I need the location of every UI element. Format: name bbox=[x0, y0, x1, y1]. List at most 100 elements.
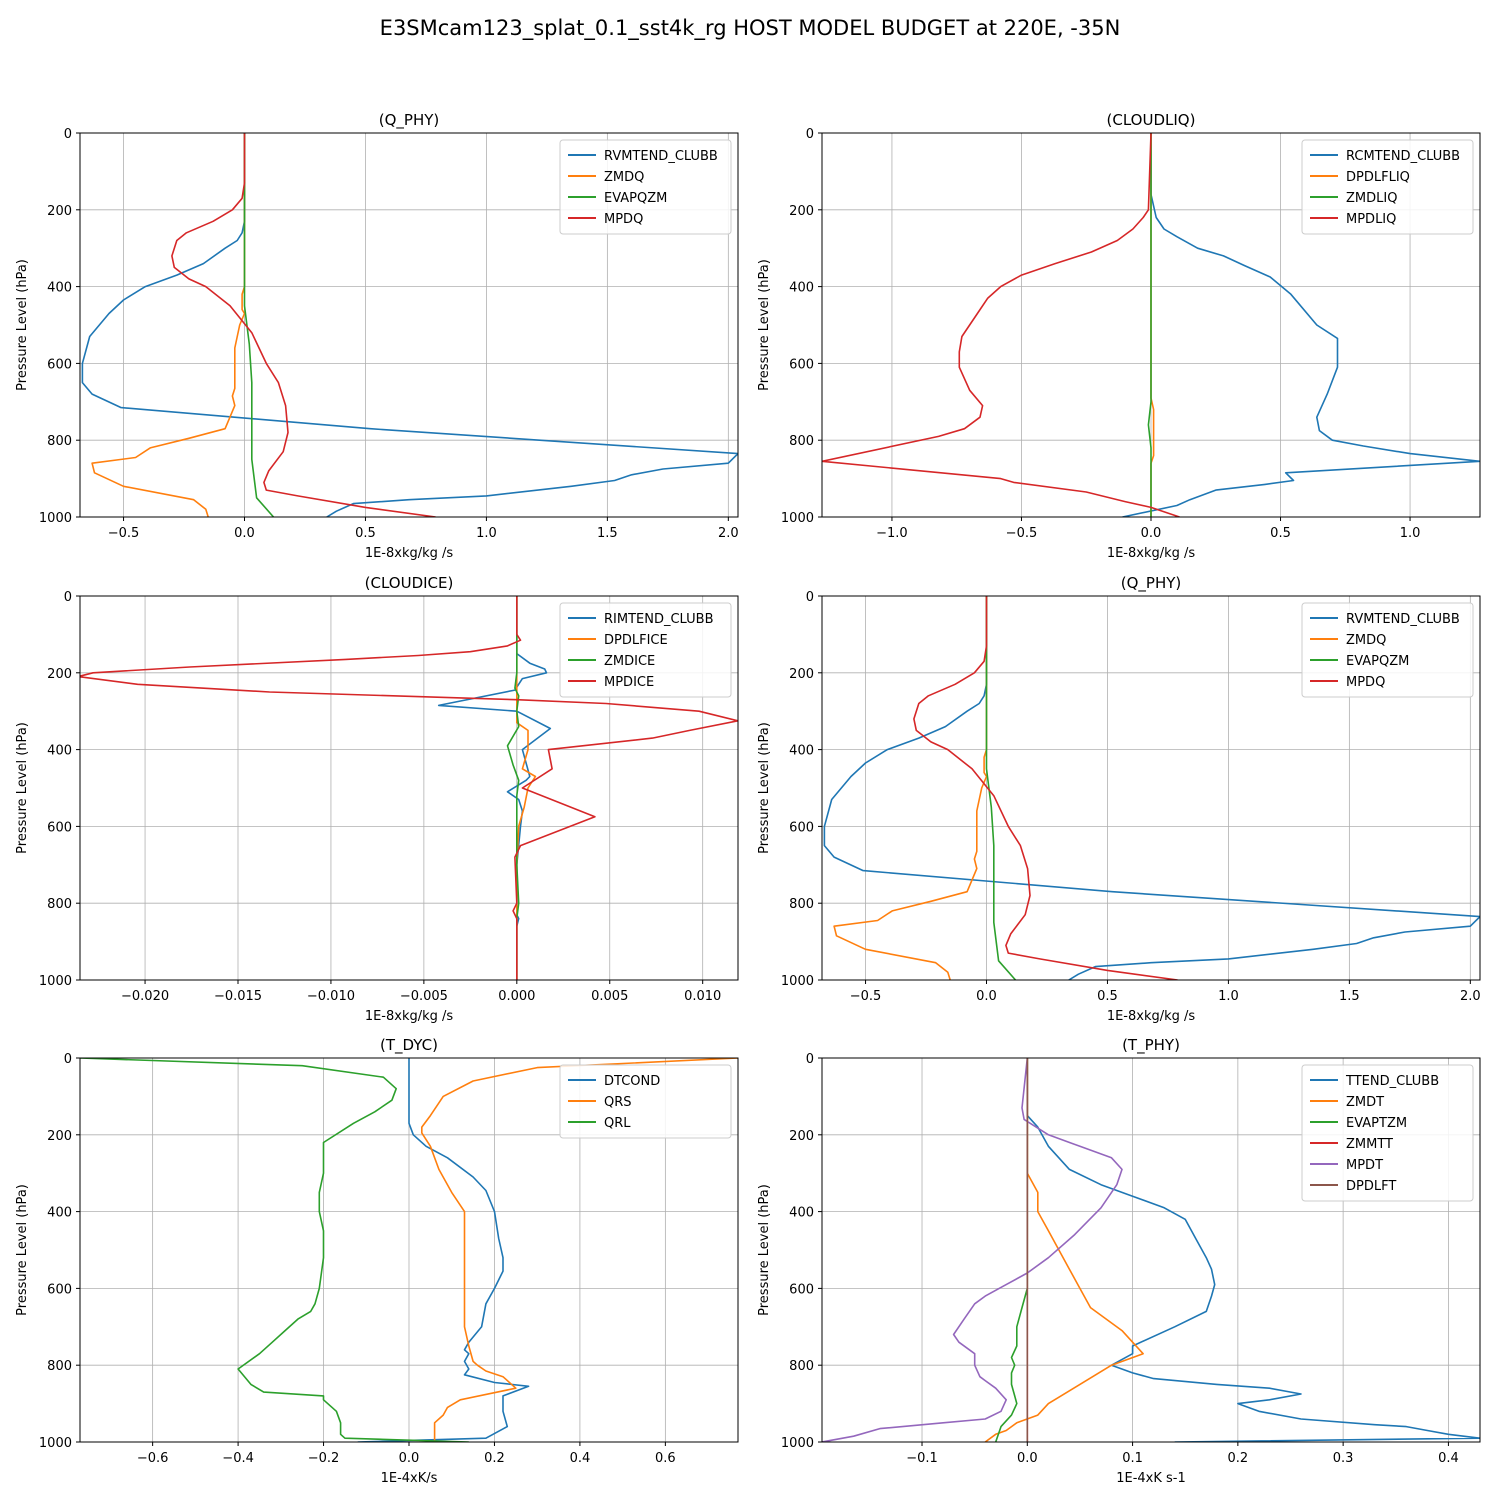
x-tick-label: 0.2 bbox=[1228, 1451, 1249, 1466]
panel-title: (Q_PHY) bbox=[1121, 574, 1182, 593]
y-tick-label: 800 bbox=[47, 434, 72, 449]
legend-box bbox=[1301, 139, 1474, 235]
x-tick-label: 1.5 bbox=[1339, 989, 1360, 1004]
legend-entry: EVAPTZM bbox=[1346, 1116, 1407, 1131]
y-tick-label: 200 bbox=[47, 1129, 72, 1144]
y-tick-label: 200 bbox=[789, 204, 814, 219]
y-tick-label: 600 bbox=[789, 820, 814, 835]
legend-entry: ZMDLIQ bbox=[1346, 191, 1397, 206]
y-tick-label: 200 bbox=[47, 667, 72, 682]
y-tick-label: 800 bbox=[789, 434, 814, 449]
x-tick-label: −0.5 bbox=[108, 526, 140, 541]
legend-entry: MPDT bbox=[1346, 1158, 1383, 1173]
legend: DTCOND QRS QRL bbox=[559, 1064, 732, 1139]
series-line-mpdice bbox=[80, 596, 738, 980]
y-axis-label: Pressure Level (hPa) bbox=[15, 722, 30, 854]
legend-entry: ZMMTT bbox=[1346, 1137, 1393, 1152]
y-tick-label: 0 bbox=[806, 127, 814, 142]
legend-entry: MPDLIQ bbox=[1346, 212, 1396, 227]
chart-panel-5: −0.6 −0.4 −0.2 0.0 0.2 0.4 0.6 0 200 400 600 800 100… bbox=[15, 1036, 739, 1486]
x-axis-label: 1E-8xkg/kg /s bbox=[1107, 546, 1196, 561]
series-line-rcmtend-clubb bbox=[1122, 133, 1480, 517]
series-line-ttend-clubb bbox=[1026, 1058, 1480, 1442]
axes-frame bbox=[79, 595, 739, 981]
legend-box bbox=[1301, 1064, 1474, 1202]
series-group bbox=[822, 1058, 1480, 1442]
x-tick-label: 1.0 bbox=[1400, 526, 1421, 541]
y-tick-label: 0 bbox=[806, 590, 814, 605]
chart-panel-6: −0.1 0.0 0.1 0.2 0.3 0.4 0 200 400 600 800 1000 (T_P… bbox=[757, 1036, 1481, 1486]
x-tick-label: −0.4 bbox=[222, 1451, 254, 1466]
x-tick-label: 0.5 bbox=[1097, 989, 1118, 1004]
y-tick-label: 800 bbox=[47, 897, 72, 912]
y-axis-label: Pressure Level (hPa) bbox=[15, 1184, 30, 1316]
y-tick-label: 0 bbox=[64, 590, 72, 605]
x-tick-label: 0.6 bbox=[655, 1451, 676, 1466]
series-line-qrs bbox=[420, 1058, 738, 1442]
series-line-dtcond bbox=[357, 1058, 530, 1442]
x-tick-label: 0.4 bbox=[570, 1451, 591, 1466]
series-group bbox=[80, 1058, 738, 1442]
y-axis-label: Pressure Level (hPa) bbox=[15, 259, 30, 391]
x-tick-label: 0.5 bbox=[1270, 526, 1291, 541]
x-tick-label: 0.0 bbox=[976, 989, 997, 1004]
legend-entry: ZMDQ bbox=[1346, 633, 1386, 648]
series-group bbox=[822, 133, 1480, 517]
series-line-qrl bbox=[80, 1058, 469, 1442]
legend-entry: ZMDICE bbox=[604, 654, 655, 669]
legend-entry: ZMDT bbox=[1346, 1095, 1384, 1110]
series-line-zmdq bbox=[91, 133, 246, 517]
x-tick-label: 1.0 bbox=[1218, 989, 1239, 1004]
panel-title: (T_PHY) bbox=[1122, 1036, 1180, 1055]
y-tick-label: 800 bbox=[789, 897, 814, 912]
y-tick-label: 1000 bbox=[39, 1436, 72, 1451]
series-line-mpdq bbox=[171, 133, 436, 517]
x-tick-label: 0.0 bbox=[1017, 1451, 1038, 1466]
legend-entry: DPDLFT bbox=[1346, 1179, 1396, 1194]
x-tick-label: −0.1 bbox=[906, 1451, 938, 1466]
y-tick-label: 600 bbox=[47, 357, 72, 372]
legend-box bbox=[559, 1064, 732, 1139]
y-tick-label: 800 bbox=[47, 1359, 72, 1374]
x-tick-label: 0.2 bbox=[484, 1451, 505, 1466]
x-tick-label: −0.015 bbox=[214, 989, 262, 1004]
series-line-evaptzm bbox=[994, 1058, 1029, 1442]
x-tick-label: 1.0 bbox=[476, 526, 497, 541]
legend: RVMTEND_CLUBB ZMDQ EVAPQZM MPDQ bbox=[1301, 602, 1474, 698]
y-tick-label: 600 bbox=[47, 1282, 72, 1297]
legend-entry: RVMTEND_CLUBB bbox=[1346, 612, 1460, 627]
y-tick-label: 400 bbox=[47, 281, 72, 296]
x-axis-label: 1E-8xkg/kg /s bbox=[365, 546, 454, 561]
legend-entry: QRS bbox=[604, 1095, 632, 1110]
x-axis-label: 1E-8xkg/kg /s bbox=[365, 1009, 454, 1024]
y-axis-label: Pressure Level (hPa) bbox=[757, 1184, 772, 1316]
x-tick-label: 0.005 bbox=[591, 989, 628, 1004]
panel-title: (CLOUDICE) bbox=[365, 574, 454, 592]
legend-entry: RVMTEND_CLUBB bbox=[604, 149, 718, 164]
series-line-mpdq bbox=[913, 596, 1178, 980]
chart-panel-2: −1.0 −0.5 0.0 0.5 1.0 0 200 400 600 800 1000 (CLOUD… bbox=[757, 111, 1481, 561]
x-tick-label: 0.4 bbox=[1438, 1451, 1459, 1466]
series-group bbox=[80, 596, 738, 980]
legend-box bbox=[559, 139, 732, 235]
y-tick-label: 1000 bbox=[781, 511, 814, 526]
chart-panel-1: −0.5 0.0 0.5 1.0 1.5 2.0 0 200 400 600 800 1000 (Q_P… bbox=[15, 111, 739, 561]
x-tick-label: 0.0 bbox=[234, 526, 255, 541]
legend: RCMTEND_CLUBB DPDLFLIQ ZMDLIQ MPDLIQ bbox=[1301, 139, 1474, 235]
y-tick-label: 600 bbox=[789, 1282, 814, 1297]
figure-suptitle: E3SMcam123_splat_0.1_sst4k_rg HOST MODEL… bbox=[379, 16, 1121, 40]
y-tick-label: 800 bbox=[789, 1359, 814, 1374]
y-tick-label: 200 bbox=[47, 204, 72, 219]
series-line-evapqzm bbox=[243, 133, 275, 517]
series-line-rimtend-clubb bbox=[437, 596, 552, 980]
y-tick-label: 0 bbox=[64, 127, 72, 142]
legend-entry: ZMDQ bbox=[604, 170, 644, 185]
y-tick-label: 200 bbox=[789, 1129, 814, 1144]
series-line-zmdt bbox=[984, 1058, 1144, 1442]
legend-entry: DTCOND bbox=[604, 1074, 660, 1089]
y-tick-label: 1000 bbox=[39, 511, 72, 526]
x-tick-label: 2.0 bbox=[718, 526, 739, 541]
series-line-zmdliq bbox=[1147, 133, 1152, 517]
x-tick-label: −0.010 bbox=[307, 989, 355, 1004]
